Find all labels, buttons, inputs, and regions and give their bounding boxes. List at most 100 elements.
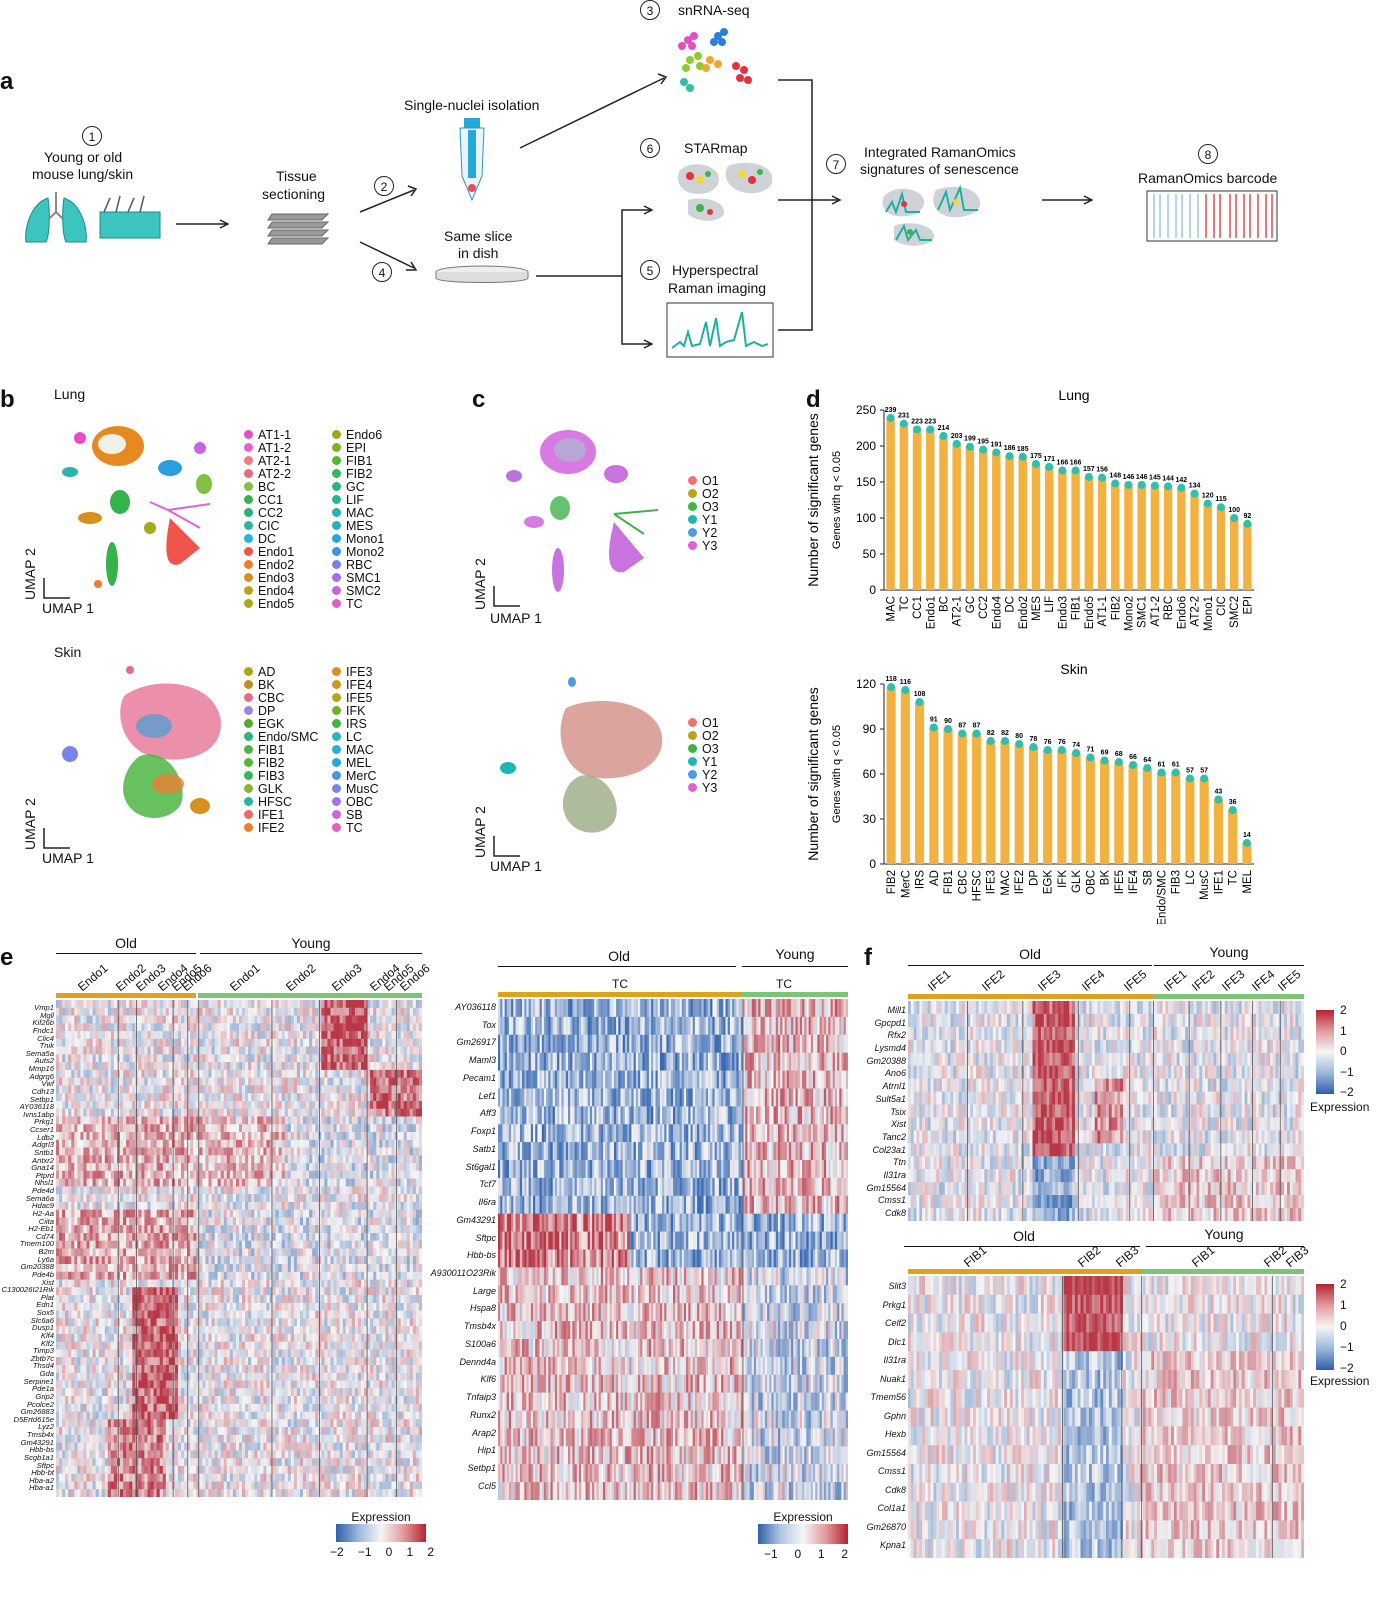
bar: [1190, 493, 1199, 590]
gene-label: Adgrg6: [29, 1071, 55, 1081]
legend-label: Endo6: [346, 427, 383, 442]
e-left-legend-title: Expression: [351, 1510, 411, 1524]
data-label: 64: [1143, 757, 1151, 764]
bar-dot: [1129, 761, 1138, 769]
bar: [929, 727, 939, 864]
bar-dot: [1200, 774, 1209, 783]
bar-dot: [1164, 482, 1173, 491]
legend-item: AD: [244, 665, 318, 679]
e-left-group-labels: Endo1 Endo2 Endo3 Endo4 Endo5 Endo6 Endo1 Endo2…: [56, 958, 433, 994]
gene-label: Thsd4: [32, 1361, 54, 1371]
legend-dot-icon: [332, 693, 341, 702]
e-left-heatmap: [56, 1000, 422, 1497]
bar: [952, 443, 961, 590]
lung-title: Lung: [54, 386, 86, 402]
x-tick-label: DC: [1005, 596, 1017, 613]
gene-label: Sox5: [36, 1308, 54, 1317]
legend-label: MerC: [346, 768, 377, 783]
legend-label: EGK: [258, 716, 285, 731]
legend-dot-icon: [332, 680, 341, 689]
gene-label: Xist: [890, 1119, 906, 1130]
legend-label: Endo5: [258, 596, 295, 611]
legend-dot-icon: [332, 771, 341, 780]
skin-title: Skin: [54, 644, 82, 660]
bar-dot: [1031, 460, 1040, 468]
legend-label: TC: [346, 596, 363, 611]
legend-item: SMC1: [332, 571, 384, 585]
data-label: 146: [1136, 474, 1148, 481]
gene-label: Il31ra: [883, 1169, 906, 1180]
data-label: 148: [1109, 472, 1121, 479]
skin-legend-col2: IFE3 IFE4 IFE5 IFK IRS LC MAC MEL MerC MusC OBC SB T…: [332, 665, 379, 835]
bar: [1156, 772, 1167, 864]
bar-dot: [1150, 481, 1159, 490]
legend-item: GLK: [244, 782, 318, 796]
f-bot-young-title: Young: [1204, 1226, 1244, 1242]
bar-dot: [913, 425, 922, 434]
legend-dot-icon: [332, 456, 341, 465]
legend-label: FIB1: [258, 742, 285, 757]
bar: [900, 690, 910, 864]
gene-label: Kif26b: [32, 1018, 54, 1028]
legend-dot-icon: [332, 810, 341, 819]
legend-item: RBC: [332, 558, 384, 572]
gene-label: Ivns1abp: [23, 1109, 54, 1119]
bar-dot: [939, 431, 948, 440]
lung-legend-col2: Endo6 EPI FIB1 FIB2 GC LIF MAC MES Mono1 Mono2 RBC…: [332, 427, 384, 611]
panel-a-label: a: [0, 68, 14, 95]
gene-label: Sema5a: [25, 1048, 54, 1058]
legend-dot-icon: [332, 732, 341, 741]
colorbar-tick: −1: [1340, 1340, 1354, 1354]
gene-label: Slc6a6: [30, 1315, 54, 1325]
f-bot-colorbar: [1316, 1284, 1334, 1370]
group-label: FIB1: [961, 1242, 990, 1270]
data-label: 118: [885, 676, 896, 683]
data-label: 191: [990, 441, 1002, 448]
f-top-old-line: [908, 965, 1152, 966]
legend-item: MES: [332, 519, 384, 533]
legend-item: Y1: [688, 755, 719, 769]
legend-label: CC2: [258, 505, 284, 520]
e-mid-colorbar: [758, 1524, 848, 1544]
gene-label: Arap2: [471, 1427, 496, 1438]
bar: [978, 449, 988, 590]
e-mid-young-title: Young: [775, 946, 815, 962]
gene-label: Clic4: [37, 1033, 54, 1043]
legend-dot-icon: [688, 744, 697, 753]
legend-dot-icon: [244, 771, 253, 780]
gene-label: Cdk8: [884, 1484, 906, 1495]
x-tick-label: Endo3: [1057, 596, 1069, 629]
bar: [1111, 483, 1120, 590]
bar-dot: [1057, 746, 1066, 754]
bar: [1028, 747, 1038, 864]
e-mid-old-bar: [498, 992, 742, 997]
gene-label: Sftpc: [36, 1460, 54, 1470]
data-label: 231: [898, 413, 910, 420]
legend-item: SMC2: [332, 584, 384, 598]
gene-label: Large: [472, 1285, 496, 1296]
legend-item: MAC: [332, 506, 384, 520]
bar: [939, 435, 948, 590]
legend-dot-icon: [244, 482, 253, 491]
bar-dot: [1124, 480, 1133, 489]
gene-label: AY036118: [455, 1002, 496, 1012]
legend-dot-icon: [244, 560, 253, 569]
colorbar-tick: 0: [794, 1547, 802, 1561]
gene-label: Satb1: [472, 1143, 496, 1154]
data-label: 239: [885, 407, 897, 414]
x-tick-label: IFE5: [1114, 870, 1126, 894]
legend-label: O3: [702, 499, 719, 514]
data-label: 92: [1243, 513, 1251, 520]
e-mid-young-group: TC: [776, 977, 792, 991]
x-tick-label: AT2-1: [952, 596, 964, 626]
f-top-gene-labels: Mill1 Gpcpd1 Rfx2 Lysmd4 Gm20388 Ano6 Atrnl1 Su…: [840, 1006, 906, 1218]
colorbar-tick: 2: [1340, 1277, 1347, 1291]
group-label: IFE1: [925, 966, 954, 994]
legend-label: IFE5: [346, 690, 373, 705]
x-tick-label: IFK: [1057, 870, 1069, 888]
legend-dot-icon: [244, 508, 253, 517]
legend-dot-icon: [244, 758, 253, 767]
legend-item: Y2: [688, 526, 719, 540]
legend-label: IFK: [346, 703, 366, 718]
x-tick-label: TC: [899, 596, 911, 611]
